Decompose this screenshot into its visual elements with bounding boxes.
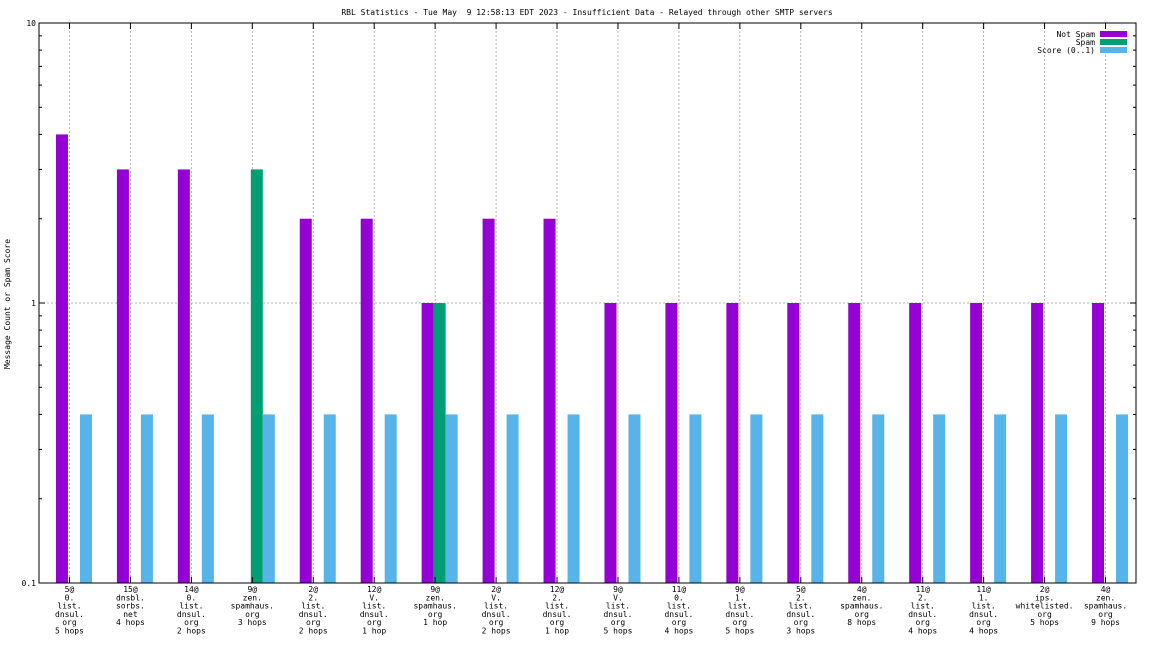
bar-score-0-1-11 [689, 414, 702, 583]
bar-not-spam-13 [787, 303, 800, 583]
chart-title: RBL Statistics - Tue May 9 12:58:13 EDT … [341, 8, 832, 17]
x-tick-label: 5@ 2. list. dnsul. org 3 hops [786, 585, 815, 636]
bar-score-0-1-1 [79, 414, 92, 583]
x-tick-label: 2@ ips. whitelisted. org 5 hops [1016, 585, 1074, 627]
x-tick-label: 9@ zen. spamhaus. org 1 hop [413, 585, 456, 627]
bar-score-0-1-12 [750, 414, 763, 583]
x-tick-label: 12@ 2. list. dnsul. org 1 hop [543, 585, 572, 636]
bar-spam-4 [250, 169, 263, 583]
legend-swatch [1100, 39, 1127, 45]
bar-not-spam-17 [1031, 303, 1044, 583]
bars [55, 134, 1129, 583]
bar-not-spam-12 [726, 303, 739, 583]
x-tick-label: 11@ 1. list. dnsul. org 4 hops [969, 585, 998, 636]
bar-not-spam-2 [116, 169, 129, 583]
bar-not-spam-8 [482, 218, 495, 583]
bar-not-spam-14 [848, 303, 861, 583]
bar-not-spam-15 [909, 303, 922, 583]
y-tick-label: 10 [26, 19, 36, 28]
bar-score-0-1-5 [323, 414, 336, 583]
x-tick-label: 4@ zen. spamhaus. org 8 hops [840, 585, 883, 627]
bar-score-0-1-16 [994, 414, 1007, 583]
bar-not-spam-16 [970, 303, 983, 583]
bar-score-0-1-9 [567, 414, 580, 583]
bar-not-spam-7 [421, 303, 434, 583]
legend-label: Spam [1076, 38, 1095, 47]
bar-not-spam-10 [604, 303, 617, 583]
legend-swatch [1100, 47, 1127, 53]
bar-score-0-1-3 [201, 414, 214, 583]
y-tick-label: 0.1 [22, 579, 37, 588]
x-tick-label: 5@ 0. list. dnsul. org 5 hops [55, 585, 84, 636]
bar-not-spam-3 [177, 169, 190, 583]
bar-score-0-1-8 [506, 414, 519, 583]
x-tick-label: 9@ zen. spamhaus. org 3 hops [231, 585, 274, 627]
x-tick-label: 12@ V. list. dnsul. org 1 hop [360, 585, 389, 636]
x-tick-label: 15@ dnsbl. sorbs. net 4 hops [116, 585, 145, 627]
bar-score-0-1-17 [1055, 414, 1068, 583]
bar-not-spam-18 [1092, 303, 1105, 583]
x-tick-label: 4@ zen. spamhaus. org 9 hops [1084, 585, 1127, 627]
bar-score-0-1-7 [445, 414, 458, 583]
bar-score-0-1-10 [628, 414, 641, 583]
y-axis-label: Message Count or Spam Score [3, 239, 12, 369]
bar-score-0-1-13 [811, 414, 824, 583]
bar-not-spam-5 [299, 218, 312, 583]
x-tick-label: 9@ 1. list. dnsul. org 5 hops [725, 585, 754, 636]
bar-not-spam-1 [55, 134, 68, 583]
legend-label: Not Spam [1056, 30, 1095, 39]
axes [38, 22, 1137, 584]
bar-spam-7 [433, 303, 446, 583]
tick-labels: 0.1 1 10 5@ 0. list. dnsul. org 5 hops 15@ dnsbl. s… [22, 19, 1128, 636]
bar-score-0-1-4 [262, 414, 275, 583]
x-tick-label: 2@ 2. list. dnsul. org 2 hops [299, 585, 328, 636]
bar-not-spam-9 [543, 218, 556, 583]
legend-swatch [1100, 31, 1127, 37]
x-tick-label: 11@ 2. list. dnsul. org 4 hops [908, 585, 937, 636]
bar-not-spam-11 [665, 303, 678, 583]
x-tick-label: 9@ V. list. dnsul. org 5 hops [604, 585, 633, 636]
bar-score-0-1-2 [140, 414, 153, 583]
bar-score-0-1-6 [384, 414, 397, 583]
legend-label: Score (0..1) [1037, 46, 1095, 55]
x-tick-label: 14@ 0. list. dnsul. org 2 hops [177, 585, 206, 636]
x-tick-label: 2@ V. list. dnsul. org 2 hops [482, 585, 511, 636]
bar-score-0-1-14 [872, 414, 885, 583]
y-tick-label: 1 [31, 299, 36, 308]
bar-score-0-1-15 [933, 414, 946, 583]
bar-score-0-1-18 [1116, 414, 1129, 583]
x-tick-label: 11@ 0. list. dnsul. org 4 hops [664, 585, 693, 636]
bar-not-spam-6 [360, 218, 373, 583]
